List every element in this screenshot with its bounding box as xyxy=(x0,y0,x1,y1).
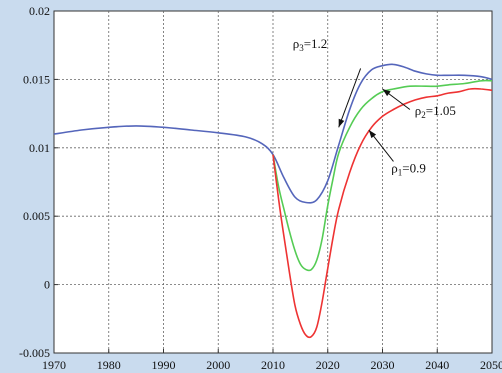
series-line-1 xyxy=(53,63,493,204)
plot-area xyxy=(53,10,493,354)
x-tick-label: 2000 xyxy=(206,358,230,372)
x-tick-label: 2040 xyxy=(425,358,449,372)
annotation-arrow-1 xyxy=(338,68,362,128)
series-group xyxy=(53,63,493,339)
y-tick-label: -0.005 xyxy=(19,346,50,360)
annotations: ρ3=1.2 ρ2=1.05 ρ1=0.9 xyxy=(293,36,456,177)
grid xyxy=(54,11,492,353)
annotation-label-2: ρ2=1.05 xyxy=(415,103,456,120)
x-tick-label: 2050 xyxy=(480,358,502,372)
annotation-arrowhead-2 xyxy=(382,88,391,97)
y-tick-label: 0 xyxy=(44,278,50,292)
x-tick-label: 1970 xyxy=(42,358,66,372)
x-tick-label: 2030 xyxy=(371,358,395,372)
annotation-arrowhead-3 xyxy=(368,130,377,139)
x-tick-label: 2020 xyxy=(316,358,340,372)
series-line-2 xyxy=(272,79,493,272)
annotation-arrowhead-1 xyxy=(338,118,345,128)
y-tick-label: 0.02 xyxy=(29,4,50,18)
y-axis-ticks: -0.005 0 0.005 0.01 0.015 0.02 xyxy=(19,4,58,360)
series-line-3 xyxy=(272,87,493,339)
y-tick-label: 0.01 xyxy=(29,141,50,155)
x-tick-label: 1990 xyxy=(152,358,176,372)
y-tick-label: 0.015 xyxy=(23,72,50,86)
x-tick-label: 2010 xyxy=(261,358,285,372)
annotation-label-3: ρ1=0.9 xyxy=(391,160,426,177)
annotation-label-1: ρ3=1.2 xyxy=(293,36,328,53)
x-axis-ticks: 1970 1980 1990 2000 2010 2020 2030 2040 2050 xyxy=(42,349,502,372)
x-tick-label: 1980 xyxy=(97,358,121,372)
y-tick-label: 0.005 xyxy=(23,209,50,223)
